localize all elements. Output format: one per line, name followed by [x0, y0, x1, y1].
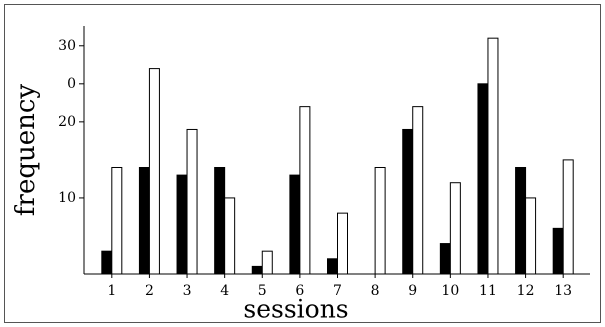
bar [186, 128, 198, 275]
bar [402, 128, 414, 275]
bar [552, 227, 564, 275]
bar [224, 197, 236, 275]
bar [101, 250, 113, 275]
x-tick-label: 12 [517, 283, 535, 299]
bar [412, 106, 424, 275]
x-tick-label: 1 [107, 283, 116, 299]
x-tick-label: 8 [371, 283, 380, 299]
bar [525, 197, 537, 275]
bar [289, 174, 301, 275]
bar [439, 243, 451, 275]
bar [327, 258, 338, 275]
bar [111, 166, 123, 275]
x-tick-label: 5 [258, 283, 267, 299]
y-tick-label: 30 [58, 38, 76, 54]
bar [299, 106, 311, 275]
y-tick-label: 10 [58, 190, 76, 206]
bar [251, 265, 263, 275]
frame [4, 4, 601, 323]
bar [138, 166, 150, 275]
y-tick-label: 0 [67, 76, 76, 92]
x-tick-label: 9 [408, 283, 417, 299]
y-tick-label: 20 [58, 114, 76, 130]
x-axis-label: sessions [243, 295, 348, 324]
bar [337, 212, 348, 275]
x-tick-label: 7 [333, 283, 342, 299]
x-tick-label: 3 [183, 283, 192, 299]
x-tick-label: 11 [479, 283, 497, 299]
bar [562, 159, 574, 275]
bar [261, 250, 273, 275]
bar [449, 182, 461, 275]
x-tick-label: 4 [220, 283, 229, 299]
bar [477, 83, 489, 275]
x-tick-label: 10 [441, 283, 459, 299]
bar [374, 166, 386, 275]
y-axis-label: frequency [11, 84, 41, 217]
x-tick-label: 6 [295, 283, 304, 299]
bar [515, 166, 527, 275]
bar [214, 166, 226, 275]
bar [176, 174, 188, 275]
bar [487, 37, 499, 275]
bar [148, 68, 160, 275]
x-tick-label: 13 [554, 283, 572, 299]
x-tick-label: 2 [145, 283, 154, 299]
